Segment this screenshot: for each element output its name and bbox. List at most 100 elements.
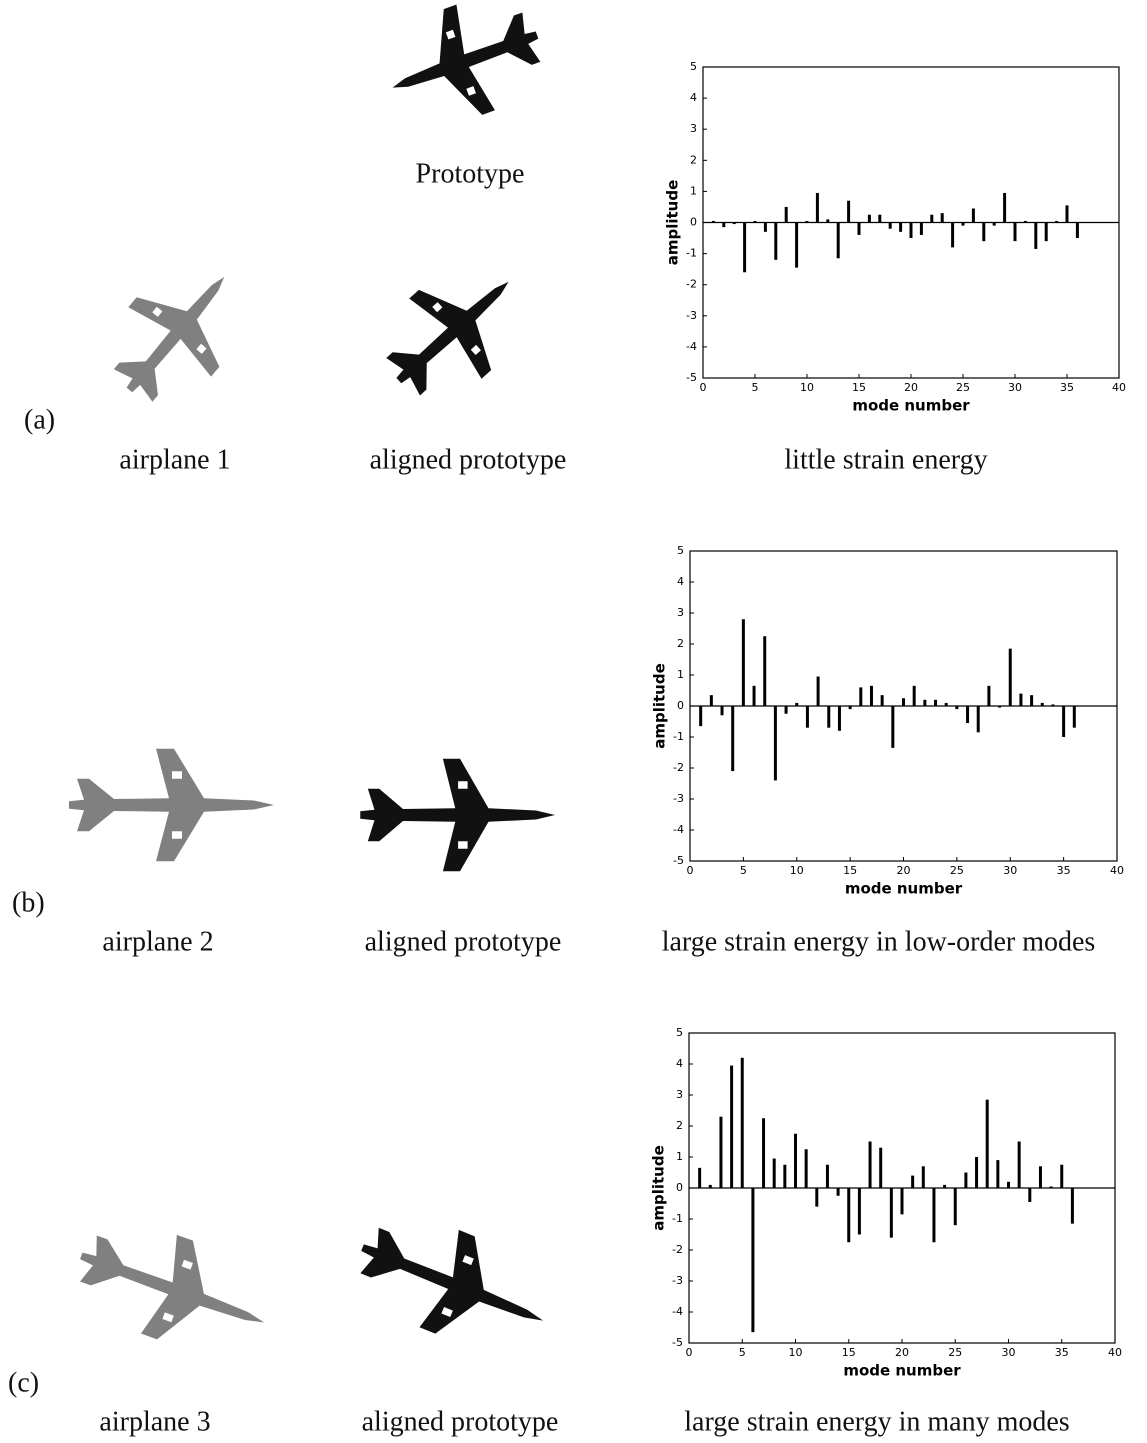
bar	[795, 222, 799, 268]
bar	[740, 1057, 744, 1188]
bar	[794, 1133, 797, 1188]
chart-caption: large strain energy in low-order modes	[662, 926, 1096, 957]
bar	[932, 1188, 936, 1243]
y-tick-label: -4	[686, 340, 697, 353]
bar	[719, 1116, 723, 1188]
bar	[857, 222, 861, 235]
bar	[784, 706, 788, 714]
aligned-silhouette	[360, 758, 555, 872]
aligned-label: aligned prototype	[362, 1406, 559, 1437]
x-tick-label: 0	[687, 864, 694, 877]
bar	[859, 687, 863, 706]
bar	[867, 214, 871, 223]
bar	[982, 222, 986, 242]
bar	[1065, 205, 1069, 223]
bar	[698, 1167, 702, 1188]
y-tick-label: 2	[690, 153, 697, 166]
bar	[934, 699, 938, 706]
y-tick-label: -1	[672, 1212, 683, 1225]
x-tick-label: 30	[1003, 864, 1017, 877]
y-tick-label: -4	[673, 823, 684, 836]
bar	[961, 222, 965, 226]
bar	[880, 695, 884, 706]
bar	[975, 1157, 979, 1188]
bar	[891, 706, 895, 748]
y-tick-label: -2	[672, 1243, 683, 1256]
x-tick-label: 0	[700, 381, 707, 394]
bar	[1017, 1141, 1021, 1188]
bar	[868, 1141, 872, 1188]
y-tick-label: 3	[676, 1088, 683, 1101]
x-tick-label: 5	[739, 1346, 746, 1359]
bar	[773, 706, 777, 781]
bar	[805, 220, 809, 223]
y-tick-label: 2	[676, 1119, 683, 1132]
bar	[708, 1184, 712, 1188]
bar	[1075, 222, 1079, 239]
bar	[951, 222, 955, 248]
bar	[976, 706, 980, 733]
x-tick-label: 25	[948, 1346, 962, 1359]
bar	[762, 1118, 766, 1188]
bar	[763, 222, 767, 232]
bar	[1060, 1164, 1064, 1188]
x-tick-label: 5	[752, 381, 759, 394]
bar	[720, 706, 724, 716]
bar	[847, 200, 851, 223]
airplane-label: airplane 3	[99, 1406, 210, 1437]
x-tick-label: 20	[904, 381, 918, 394]
y-tick-label: -3	[686, 309, 697, 322]
bar	[836, 1188, 840, 1196]
bar	[837, 706, 841, 731]
x-tick-label: 30	[1002, 1346, 1016, 1359]
bar	[889, 1188, 893, 1238]
airplane-silhouette	[69, 748, 274, 862]
bar	[857, 1188, 861, 1235]
x-tick-label: 0	[686, 1346, 693, 1359]
row-tag: (a)	[24, 404, 55, 435]
x-tick-label: 35	[1055, 1346, 1069, 1359]
bar	[1023, 220, 1027, 223]
y-tick-label: 3	[690, 122, 697, 135]
y-tick-label: 4	[677, 575, 684, 588]
bar	[1070, 1188, 1074, 1224]
x-tick-label: 25	[950, 864, 964, 877]
chart-caption: little strain energy	[784, 444, 987, 475]
bar	[825, 1164, 829, 1188]
x-tick-label: 20	[897, 864, 911, 877]
bar	[878, 214, 882, 223]
x-tick-label: 30	[1008, 381, 1022, 394]
bar	[1028, 1188, 1032, 1202]
y-tick-label: 4	[690, 91, 697, 104]
bar	[805, 706, 809, 728]
y-tick-label: 3	[677, 606, 684, 619]
prototype-silhouette	[373, 0, 557, 141]
y-tick-label: -4	[672, 1305, 683, 1318]
bar	[966, 706, 970, 724]
row-tag: (c)	[8, 1367, 39, 1398]
bar	[998, 706, 1002, 708]
bar	[815, 1188, 819, 1207]
bar	[953, 1188, 957, 1226]
bar	[709, 695, 713, 706]
bar	[919, 222, 923, 235]
airplane-label: airplane 1	[119, 444, 230, 475]
aligned-label: aligned prototype	[365, 926, 562, 957]
x-tick-label: 35	[1057, 864, 1071, 877]
y-axis-label: amplitude	[664, 180, 682, 266]
bar	[795, 702, 799, 706]
y-tick-label: -5	[686, 371, 697, 384]
x-tick-label: 20	[895, 1346, 909, 1359]
bar	[1003, 192, 1007, 223]
bar	[848, 706, 852, 710]
bar	[827, 706, 831, 728]
y-tick-label: -5	[672, 1336, 683, 1349]
bar	[1013, 222, 1017, 242]
bar	[1055, 220, 1059, 223]
y-tick-label: 0	[676, 1181, 683, 1194]
y-tick-label: -3	[672, 1274, 683, 1287]
bar	[987, 685, 991, 706]
y-tick-label: 0	[677, 699, 684, 712]
bar	[783, 1164, 787, 1188]
